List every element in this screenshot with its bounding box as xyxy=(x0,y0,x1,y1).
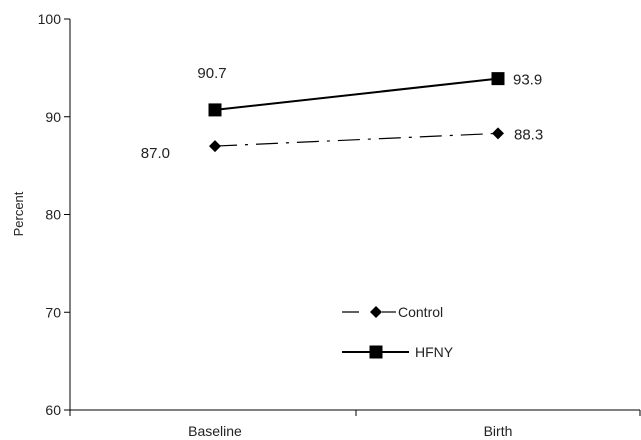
legend-marker xyxy=(369,345,383,359)
data-label: 93.9 xyxy=(513,72,542,89)
legend-marker xyxy=(370,306,382,318)
series-layer xyxy=(208,72,505,153)
control-point xyxy=(492,127,504,140)
y-tick-label: 60 xyxy=(45,402,61,418)
legend-label: Control xyxy=(398,304,443,320)
data-label: 87.0 xyxy=(141,145,170,162)
y-tick-label: 90 xyxy=(45,109,61,125)
y-tick-label: 80 xyxy=(45,207,61,223)
hfny-point xyxy=(491,72,505,86)
x-tick-label: Birth xyxy=(484,423,513,439)
y-tick-label: 70 xyxy=(45,304,61,320)
legend-item-hfny: HFNY xyxy=(342,344,454,360)
control-point xyxy=(209,140,221,153)
data-label: 90.7 xyxy=(197,65,226,82)
data-labels: 87.0 88.3 90.7 93.9 xyxy=(141,65,543,162)
legend-item-control: Control xyxy=(342,304,443,320)
y-tick-label: 100 xyxy=(38,11,62,27)
hfny-point xyxy=(208,103,222,117)
legend-label: HFNY xyxy=(415,344,454,360)
hfny-series-line xyxy=(214,77,499,111)
y-axis-label: Percent xyxy=(11,191,26,236)
legend: Control HFNY xyxy=(342,304,454,360)
data-label: 88.3 xyxy=(514,126,543,143)
control-series-line xyxy=(214,132,499,147)
x-tick-label: Baseline xyxy=(188,423,242,439)
x-ticks: Baseline Birth xyxy=(69,410,641,439)
y-ticks: 60 70 80 90 100 xyxy=(38,11,70,418)
